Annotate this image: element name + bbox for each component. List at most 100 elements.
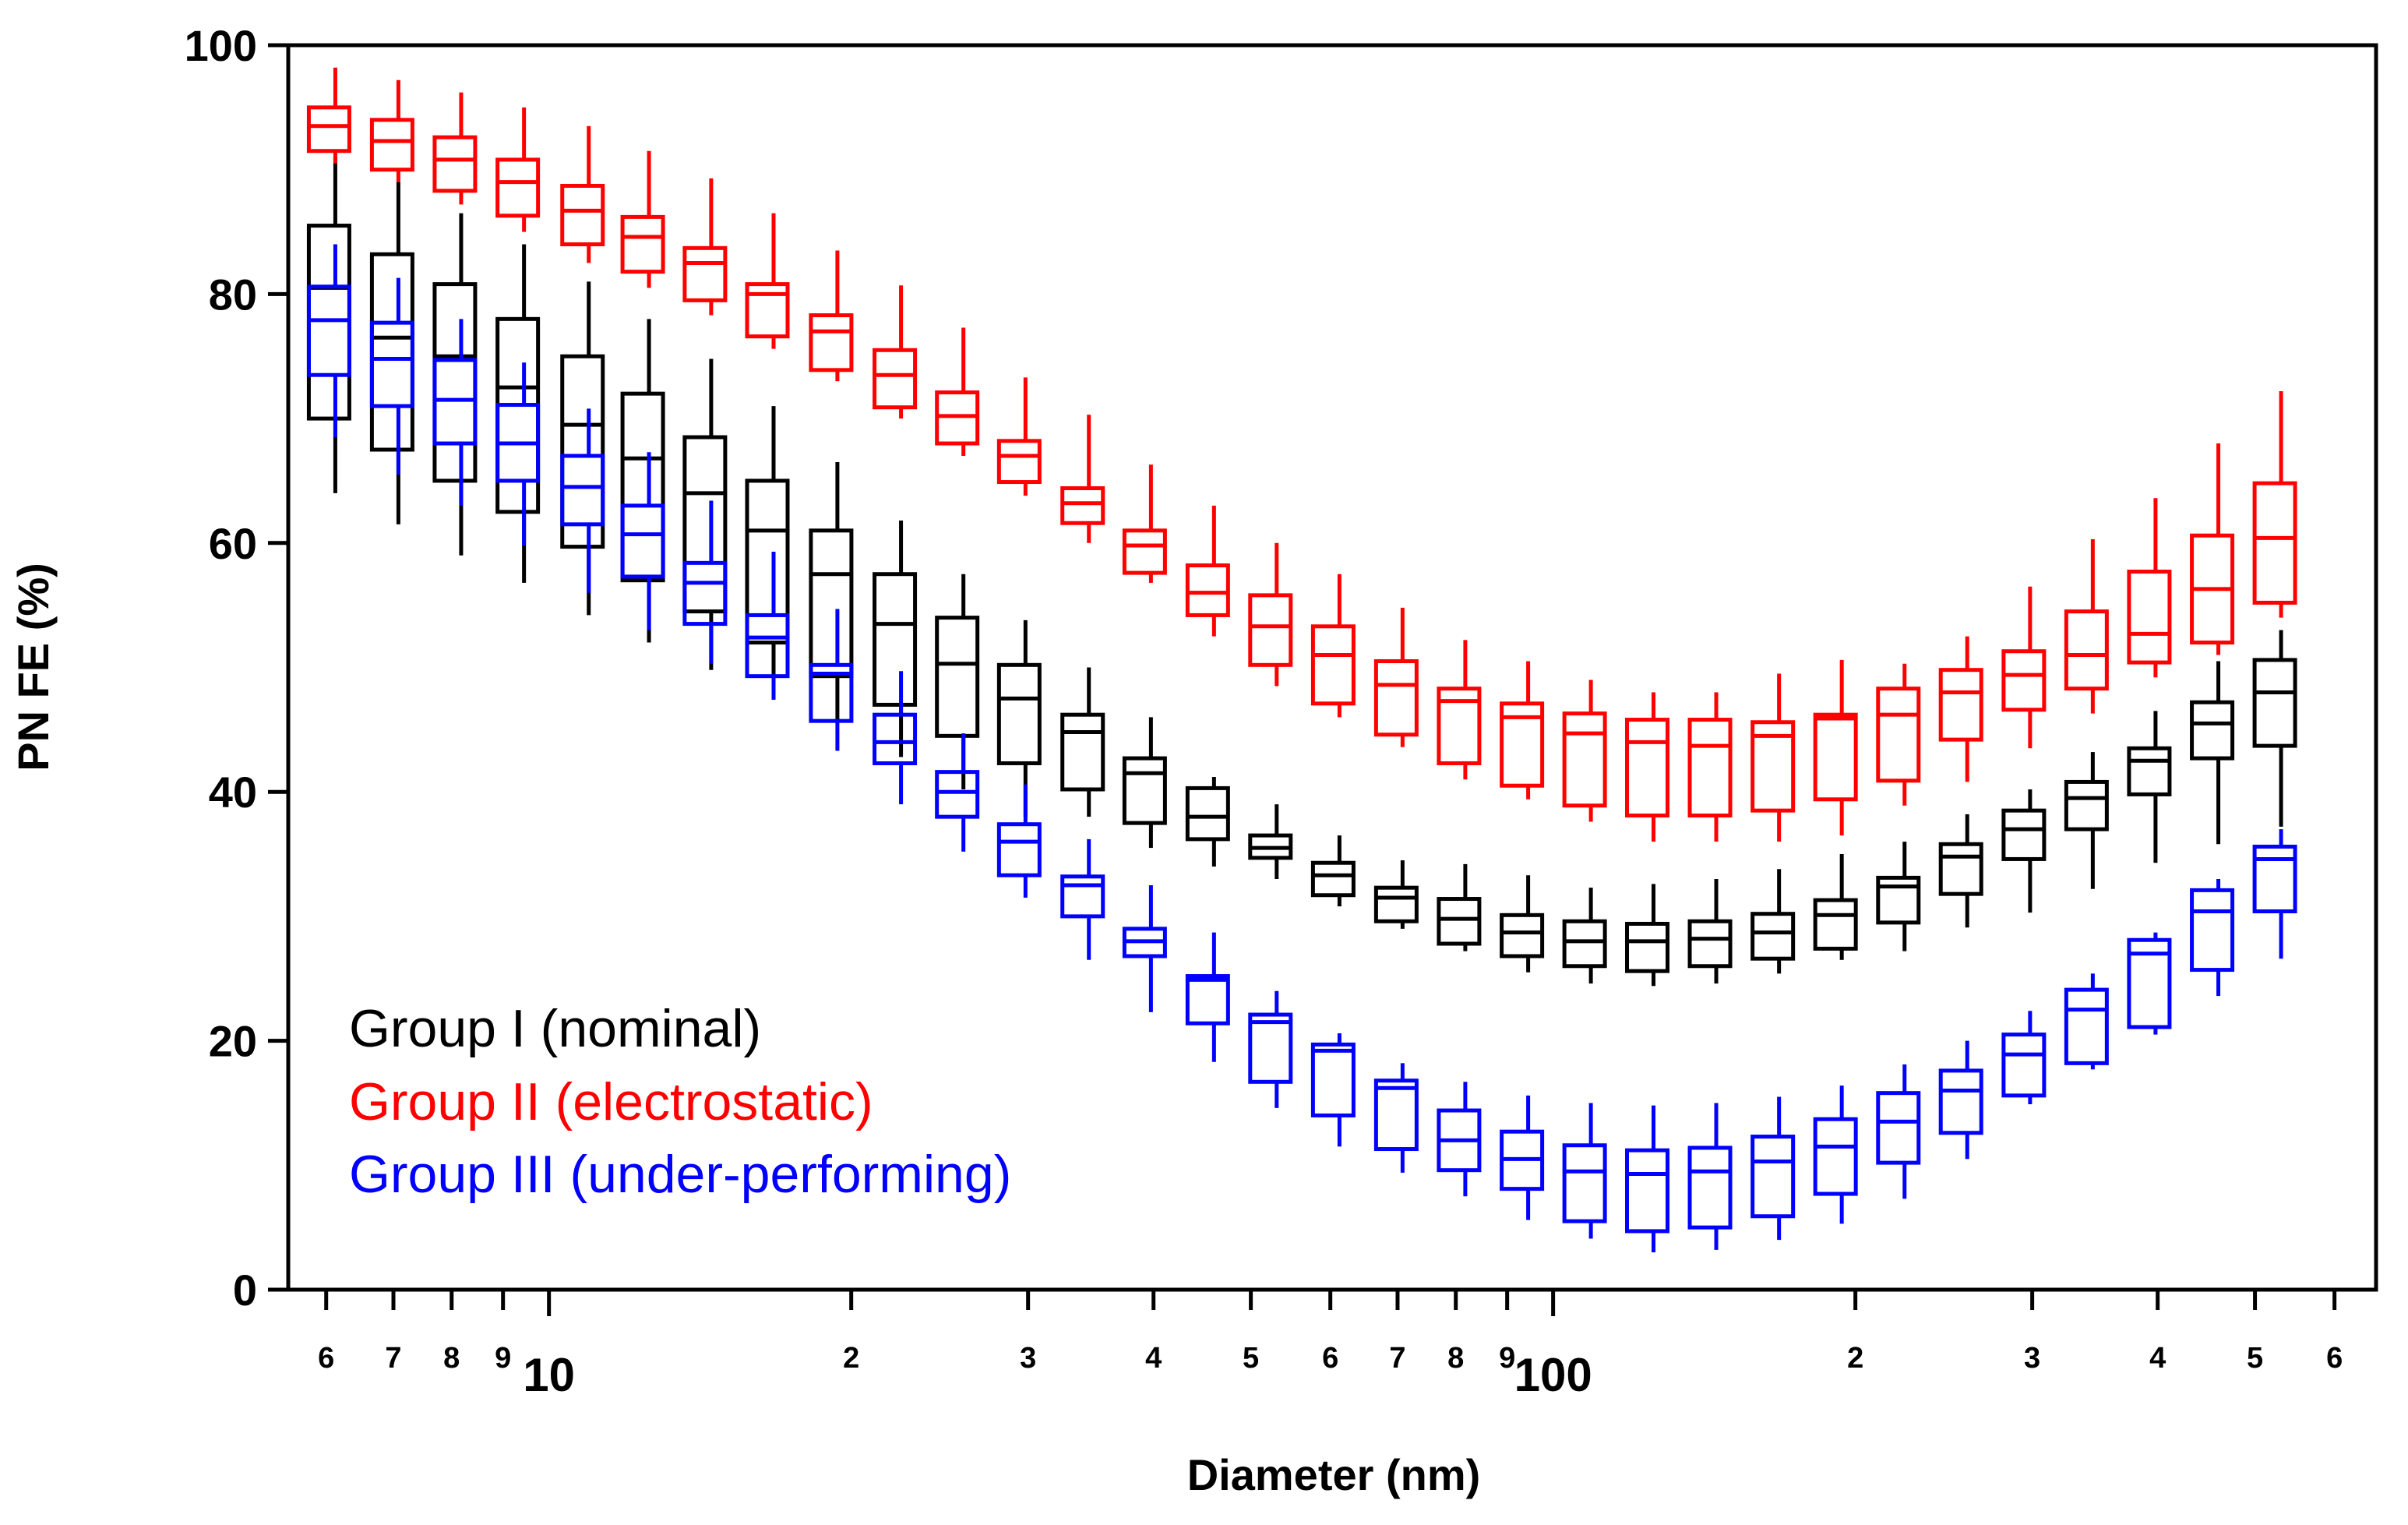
box-series-1-22 xyxy=(1625,884,1670,987)
box-series-3-7 xyxy=(682,500,728,664)
box-series-3-18 xyxy=(1373,1063,1419,1173)
box-series-2-10 xyxy=(873,285,918,419)
box-series-2-7 xyxy=(682,178,728,316)
box-iqr xyxy=(369,320,414,408)
box-series-2-30 xyxy=(2127,498,2172,678)
box-iqr xyxy=(1562,711,1607,808)
box-series-2-3 xyxy=(432,92,478,205)
box-iqr xyxy=(1185,563,1230,617)
box-iqr xyxy=(1310,1042,1356,1117)
box-iqr xyxy=(1185,785,1230,842)
box-series-2-19 xyxy=(1437,640,1482,780)
box-iqr xyxy=(1122,756,1167,825)
x-axis-title: Diameter (nm) xyxy=(1187,1450,1481,1499)
box-iqr xyxy=(620,391,665,583)
box-iqr xyxy=(1185,974,1230,1025)
box-iqr xyxy=(1060,712,1105,792)
box-iqr xyxy=(745,282,790,339)
box-iqr xyxy=(1500,701,1545,788)
box-series-2-14 xyxy=(1122,464,1167,583)
box-series-3-6 xyxy=(620,452,665,630)
box-iqr xyxy=(1310,860,1356,898)
box-series-2-2 xyxy=(369,79,414,182)
box-iqr xyxy=(620,214,665,274)
x-tick-label-70: 7 xyxy=(1389,1342,1405,1375)
box-series-3-8 xyxy=(745,551,790,701)
box-series-3-2 xyxy=(369,277,414,475)
box-iqr xyxy=(682,245,728,302)
box-series-1-18 xyxy=(1373,860,1419,929)
box-series-2-21 xyxy=(1562,680,1607,822)
x-tick-label-500: 5 xyxy=(2247,1342,2263,1375)
box-iqr xyxy=(1500,913,1545,958)
box-iqr xyxy=(1437,687,1482,765)
box-iqr xyxy=(306,284,351,377)
box-iqr xyxy=(1060,874,1105,919)
x-tick-label-7: 7 xyxy=(385,1342,401,1375)
box-iqr xyxy=(873,348,918,410)
x-tick-label-20: 2 xyxy=(843,1342,859,1375)
x-tick-label-80: 8 xyxy=(1447,1342,1464,1375)
box-series-1-24 xyxy=(1750,869,1796,974)
box-iqr xyxy=(1562,919,1607,969)
box-iqr xyxy=(1562,1143,1607,1223)
box-iqr xyxy=(2064,987,2109,1065)
box-series-2-11 xyxy=(935,327,980,457)
box-series-2-31 xyxy=(2190,443,2235,655)
box-series-1-31 xyxy=(2190,661,2235,845)
box-iqr xyxy=(873,712,918,765)
box-series-3-4 xyxy=(495,362,541,545)
box-series-3-13 xyxy=(1060,838,1105,960)
box-series-2-1 xyxy=(306,67,351,164)
box-series-1-29 xyxy=(2064,752,2109,889)
box-iqr xyxy=(1876,875,1921,925)
y-tick-label-20: 20 xyxy=(209,1017,257,1066)
box-series-2-4 xyxy=(495,107,541,232)
box-series-3-26 xyxy=(1876,1064,1921,1199)
box-series-3-17 xyxy=(1310,1033,1356,1147)
box-series-2-27 xyxy=(1938,636,1983,782)
box-iqr xyxy=(1876,687,1921,783)
box-series-1-26 xyxy=(1876,842,1921,951)
box-series-1-9 xyxy=(809,461,854,724)
box-series-1-14 xyxy=(1122,717,1167,849)
box-series-3-29 xyxy=(2064,973,2109,1070)
box-series-2-26 xyxy=(1876,663,1921,806)
box-iqr xyxy=(1373,885,1419,923)
box-iqr xyxy=(1373,1078,1419,1152)
box-iqr xyxy=(432,135,478,193)
box-iqr xyxy=(996,439,1042,485)
series-3 xyxy=(306,244,2297,1253)
box-iqr xyxy=(1248,1012,1293,1084)
box-series-2-22 xyxy=(1625,692,1670,842)
x-tick-label-30: 3 xyxy=(1020,1342,1036,1375)
box-iqr xyxy=(1122,528,1167,575)
box-iqr xyxy=(1750,720,1796,813)
box-iqr xyxy=(2252,481,2297,605)
box-iqr xyxy=(1437,897,1482,946)
legend-entry-group-2: Group II (electrostatic) xyxy=(349,1072,873,1131)
box-iqr xyxy=(1750,1135,1796,1219)
box-iqr xyxy=(1248,593,1293,667)
box-series-3-12 xyxy=(996,784,1042,898)
box-series-2-16 xyxy=(1248,542,1293,687)
box-iqr xyxy=(2127,570,2172,665)
box-series-2-29 xyxy=(2064,539,2109,714)
x-tick-label-100: 100 xyxy=(1514,1349,1592,1401)
box-series-2-6 xyxy=(620,150,665,288)
box-series-3-31 xyxy=(2190,878,2235,997)
box-iqr xyxy=(1373,659,1419,737)
box-iqr xyxy=(1813,898,1858,951)
x-tick-label-600: 6 xyxy=(2326,1342,2343,1375)
box-series-2-17 xyxy=(1310,574,1356,718)
box-series-3-3 xyxy=(432,319,478,506)
box-iqr xyxy=(2127,746,2172,796)
box-series-2-5 xyxy=(560,125,605,263)
box-iqr xyxy=(996,822,1042,877)
box-iqr xyxy=(306,105,351,154)
box-series-1-27 xyxy=(1938,814,1983,928)
box-series-1-16 xyxy=(1248,804,1293,879)
series-2 xyxy=(306,67,2297,842)
